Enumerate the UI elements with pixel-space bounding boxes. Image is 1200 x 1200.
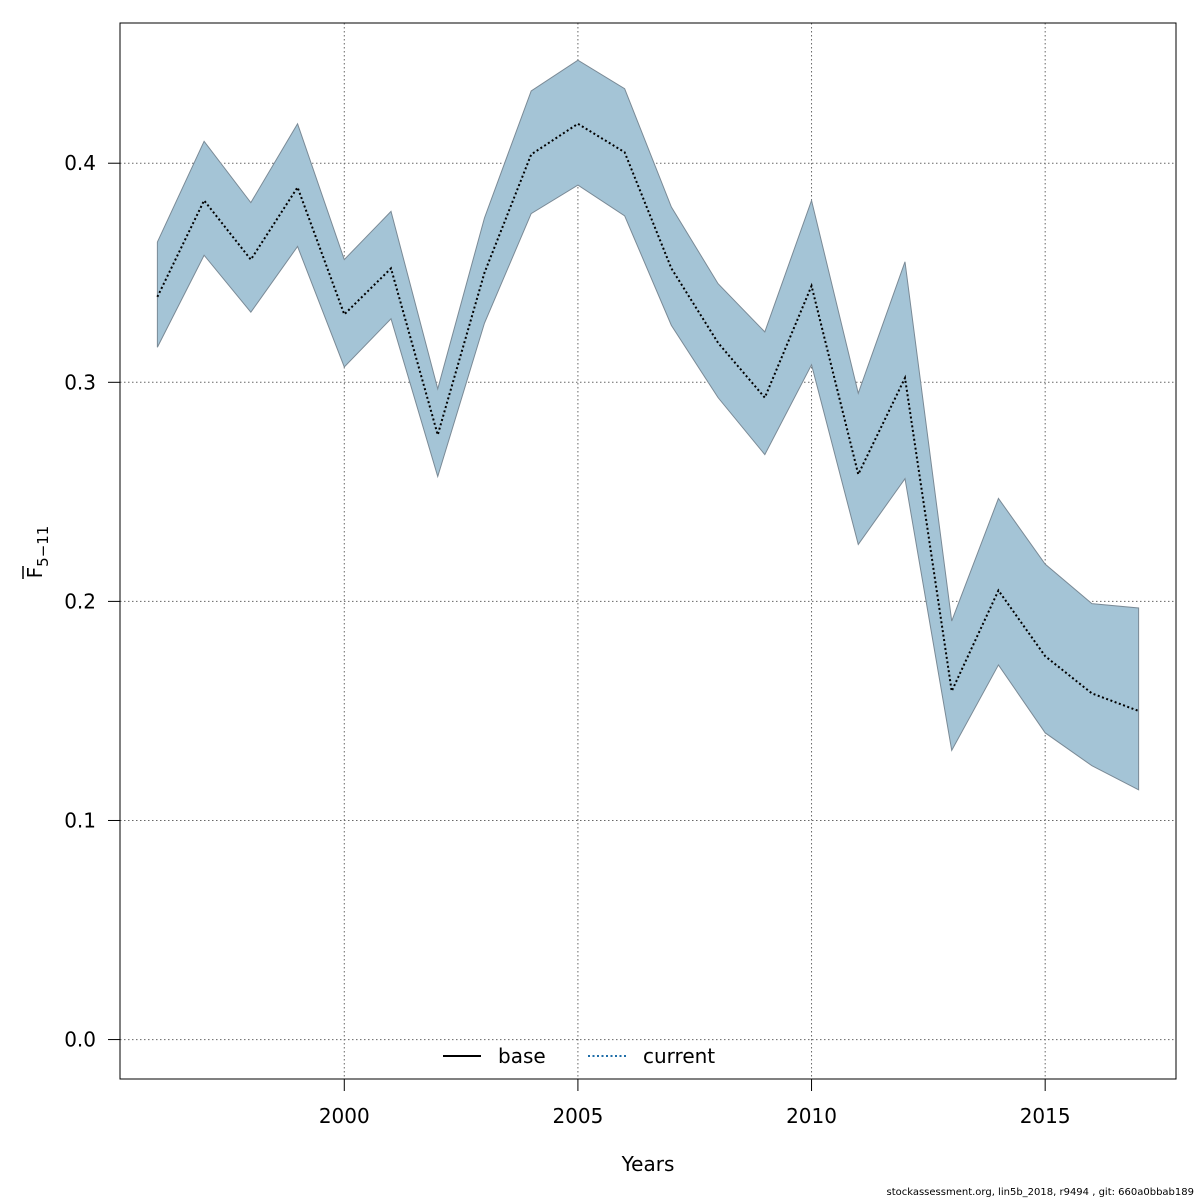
x-tick-label-2010: 2010	[786, 1104, 837, 1128]
y-tick-label-0.2: 0.2	[64, 589, 96, 613]
confidence-band	[156, 59, 1140, 791]
confidence-band-polygon	[156, 59, 1140, 791]
legend-label-current: current	[643, 1044, 715, 1068]
x-tick-label-2000: 2000	[319, 1104, 370, 1128]
x-tick-label-2005: 2005	[552, 1104, 603, 1128]
y-axis-title-text: F5−11	[23, 526, 52, 579]
y-tick-label-0.1: 0.1	[64, 808, 96, 832]
x-axis-title: Years	[621, 1152, 675, 1176]
y-axis-title: F5−11	[22, 526, 52, 579]
footer-note: stockassessment.org, lin5b_2018, r9494 ,…	[886, 1187, 1194, 1198]
x-tick-label-2015: 2015	[1020, 1104, 1071, 1128]
y-tick-label-0.3: 0.3	[64, 370, 96, 394]
series-lines	[156, 122, 1139, 712]
y-axis-title-base: F	[23, 567, 47, 579]
legend: base current	[443, 1044, 715, 1068]
series-line-current	[156, 122, 1139, 712]
y-tick-label-0.4: 0.4	[64, 151, 96, 175]
legend-label-base: base	[498, 1044, 546, 1068]
y-axis: 0.0 0.1 0.2 0.3 0.4	[64, 151, 121, 1052]
y-tick-label-0.0: 0.0	[64, 1028, 96, 1052]
x-axis: 2000 2005 2010 2015	[319, 1078, 1071, 1128]
y-axis-title-subscript: 5−11	[34, 526, 52, 567]
